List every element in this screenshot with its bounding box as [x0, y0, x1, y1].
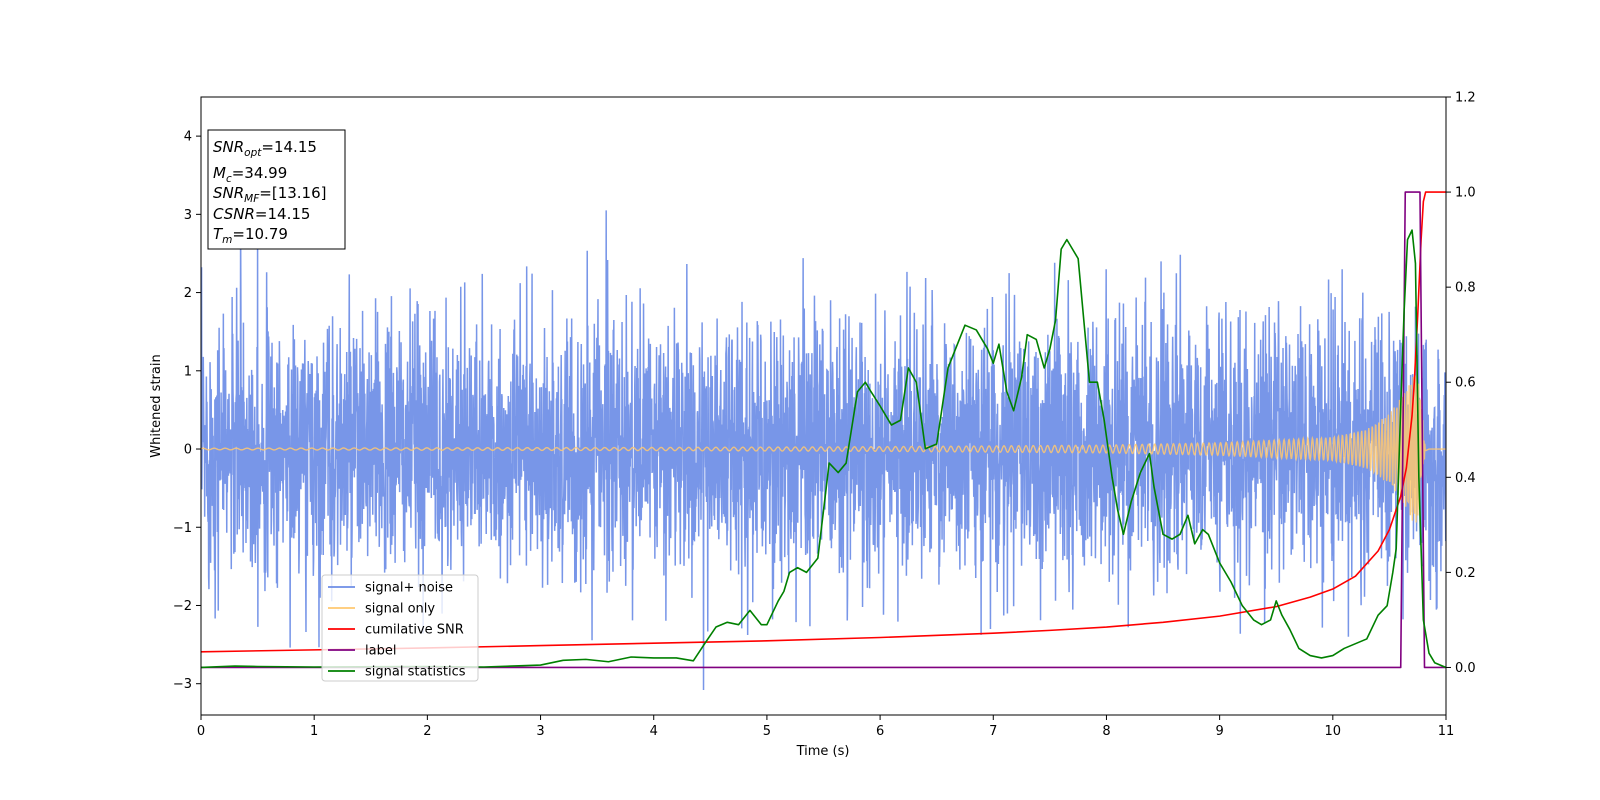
series-signal-statistics-line	[201, 229, 1446, 669]
x-tick-label: 4	[650, 724, 658, 739]
y-left-tick-label: 3	[184, 208, 192, 223]
legend: signal+ noise signal only cumilative SNR la…	[321, 574, 479, 682]
legend-frame	[321, 574, 479, 682]
x-tick-label: 3	[536, 724, 544, 739]
x-tick-label: 1	[310, 724, 318, 739]
series-label-line	[201, 191, 1446, 669]
x-tick-label: 2	[423, 724, 431, 739]
plot-area-frame	[200, 96, 1447, 716]
x-tick-label: 0	[197, 724, 205, 739]
legend-label: label	[365, 644, 396, 659]
y-right-tick-label: 0.2	[1455, 566, 1476, 581]
y-right-tick-label: 1.0	[1455, 186, 1476, 201]
info-box: SNRopt=14.15 Mc=34.99SNRMF=[13.16]CSNR=14…	[207, 129, 346, 250]
info-box-line: CSNR=14.15	[213, 205, 310, 223]
y-axis-label: Whitened strain	[149, 354, 164, 457]
info-box-line: SNRMF=[13.16]	[213, 184, 327, 205]
y-right-tick-label: 0.4	[1455, 471, 1476, 486]
info-box-line: Tm=10.79	[213, 225, 288, 246]
y-left-tick-label: −1	[173, 521, 192, 536]
y-left-tick-label: −2	[173, 599, 192, 614]
y-left-tick-label: −3	[173, 677, 192, 692]
info-box-line: Mc=34.99	[213, 164, 287, 185]
y-left-tick-label: 0	[184, 443, 192, 458]
x-tick-label: 9	[1215, 724, 1223, 739]
y-left-tick-label: 4	[184, 130, 192, 145]
y-right-tick-label: 0.0	[1455, 661, 1476, 676]
info-box-line: SNRopt=14.15	[213, 138, 317, 159]
info-box-frame	[207, 129, 346, 250]
x-tick-label: 5	[763, 724, 771, 739]
legend-label: signal statistics	[365, 665, 466, 680]
y-right-tick-label: 0.6	[1455, 376, 1476, 391]
x-axis-label: Time (s)	[796, 744, 850, 759]
legend-label: signal only	[365, 602, 435, 617]
x-tick-label: 11	[1438, 724, 1455, 739]
x-tick-label: 8	[1102, 724, 1110, 739]
legend-label: signal+ noise	[365, 581, 453, 596]
x-tick-label: 10	[1325, 724, 1342, 739]
axes-layer: 0 1 2 3 4 5 6 7 8 9 10 11 −3 −2 −1 0 1 2 3 4 0.0 0.2 0.4 0.6 0.8…	[173, 91, 1476, 740]
y-right-tick-label: 0.8	[1455, 281, 1476, 296]
legend-label: cumilative SNR	[365, 623, 464, 638]
y-right-tick-label: 1.2	[1455, 91, 1476, 106]
x-tick-label: 7	[989, 724, 997, 739]
x-tick-label: 6	[876, 724, 884, 739]
y-left-tick-label: 2	[184, 286, 192, 301]
y-left-tick-label: 1	[184, 364, 192, 379]
series-signal-only-line	[201, 375, 1446, 523]
series-signal-noise-line	[201, 210, 1446, 690]
series-layer	[201, 191, 1446, 690]
